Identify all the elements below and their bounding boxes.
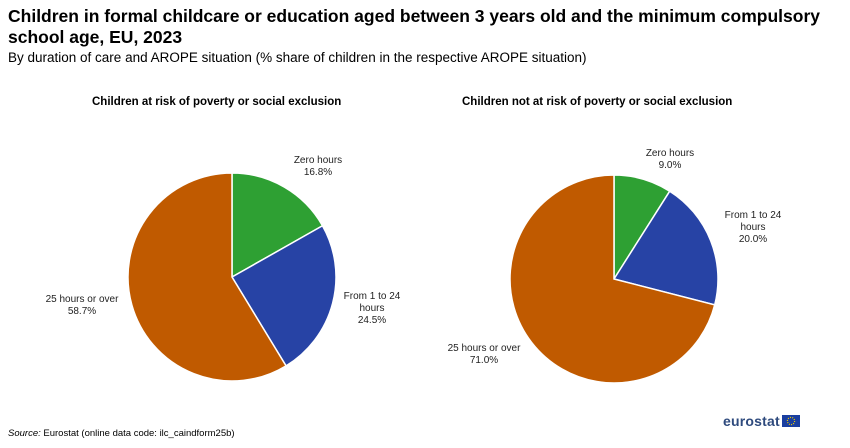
eurostat-logo: eurostat <box>723 413 800 429</box>
slice-value-from-1-to-24-hours: 20.0% <box>739 234 767 245</box>
pie-slice-25-hours-or-over <box>509 174 716 384</box>
slice-label-zero-hours: Zero hours 9.0% <box>646 148 694 171</box>
slice-value-zero-hours: 16.8% <box>304 167 332 178</box>
source-text: Eurostat (online data code: ilc_caindfor… <box>43 428 235 439</box>
slice-value-zero-hours: 9.0% <box>659 160 682 171</box>
pie-slice-from-1-to-24-hours <box>612 190 719 306</box>
source-note: Source: Eurostat (online data code: ilc_… <box>8 428 235 439</box>
slice-value-25-hours-or-over: 71.0% <box>470 355 498 366</box>
chart-subtitle: By duration of care and AROPE situation … <box>8 50 587 65</box>
eu-flag-icon <box>781 415 800 427</box>
eurostat-logo-text: eurostat <box>723 413 780 429</box>
slice-label-from-1-to-24-hours: From 1 to 24 hours 24.5% <box>344 291 401 326</box>
slice-label-zero-hours: Zero hours 16.8% <box>294 155 342 178</box>
pie-slice-from-1-to-24-hours <box>230 224 337 367</box>
slice-label-from-1-to-24-hours: From 1 to 24 hours 20.0% <box>725 210 782 245</box>
slice-value-25-hours-or-over: 58.7% <box>68 306 96 317</box>
pie-slice-25-hours-or-over <box>127 172 288 382</box>
slice-label-25-hours-or-over: 25 hours or over 71.0% <box>448 343 521 366</box>
slice-label-25-hours-or-over: 25 hours or over 58.7% <box>46 294 119 317</box>
chart-title: Children in formal childcare or educatio… <box>8 6 820 47</box>
pie-title-not-at-risk: Children not at risk of poverty or socia… <box>462 96 733 108</box>
pie-slice-zero-hours <box>231 172 324 279</box>
pie-title-at-risk: Children at risk of poverty or social ex… <box>92 96 342 108</box>
source-label: Source: <box>8 428 41 439</box>
slice-value-from-1-to-24-hours: 24.5% <box>358 315 386 326</box>
